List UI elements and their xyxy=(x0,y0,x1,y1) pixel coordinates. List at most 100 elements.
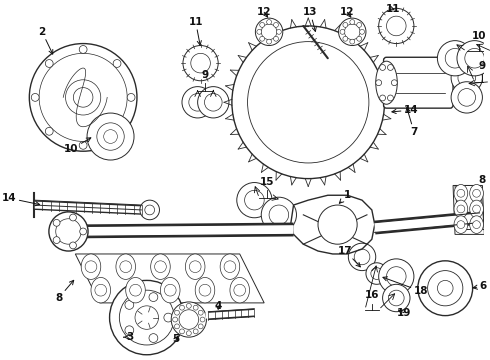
Circle shape xyxy=(473,221,481,229)
Circle shape xyxy=(360,30,365,34)
Circle shape xyxy=(237,183,272,218)
Text: 10: 10 xyxy=(64,138,91,154)
Circle shape xyxy=(357,36,362,41)
Text: 9: 9 xyxy=(479,61,486,71)
Circle shape xyxy=(56,219,81,244)
Circle shape xyxy=(189,94,206,111)
Circle shape xyxy=(45,127,53,135)
Circle shape xyxy=(179,329,184,334)
Text: 19: 19 xyxy=(397,308,411,318)
Circle shape xyxy=(457,221,465,229)
Circle shape xyxy=(260,36,265,41)
Circle shape xyxy=(113,127,121,135)
Text: 14: 14 xyxy=(392,105,418,115)
Ellipse shape xyxy=(81,254,101,279)
Circle shape xyxy=(70,214,76,221)
Ellipse shape xyxy=(126,278,145,303)
Circle shape xyxy=(189,261,201,273)
Circle shape xyxy=(200,317,205,322)
Circle shape xyxy=(366,263,388,284)
Circle shape xyxy=(276,30,281,34)
Circle shape xyxy=(273,36,278,41)
Circle shape xyxy=(273,22,278,27)
Text: 14: 14 xyxy=(2,193,40,206)
Circle shape xyxy=(145,205,154,215)
Circle shape xyxy=(29,44,137,151)
Circle shape xyxy=(182,87,213,118)
Ellipse shape xyxy=(195,278,215,303)
Circle shape xyxy=(350,39,355,44)
Circle shape xyxy=(179,310,198,329)
Circle shape xyxy=(149,334,158,342)
Circle shape xyxy=(39,53,127,141)
Circle shape xyxy=(113,59,121,67)
Circle shape xyxy=(171,302,206,337)
Text: 7: 7 xyxy=(406,108,417,137)
Circle shape xyxy=(104,130,118,143)
Circle shape xyxy=(380,64,386,71)
Circle shape xyxy=(343,36,348,41)
Circle shape xyxy=(80,228,87,235)
Circle shape xyxy=(269,205,289,225)
Circle shape xyxy=(340,30,345,34)
Text: 8: 8 xyxy=(479,175,486,185)
Circle shape xyxy=(172,317,177,322)
Circle shape xyxy=(125,301,134,309)
Circle shape xyxy=(267,19,271,24)
Circle shape xyxy=(376,80,382,86)
Circle shape xyxy=(392,80,397,86)
Circle shape xyxy=(261,24,277,40)
Text: 16: 16 xyxy=(365,290,379,300)
Circle shape xyxy=(257,30,262,34)
Text: 13: 13 xyxy=(303,7,318,31)
Text: 2: 2 xyxy=(38,27,53,54)
Circle shape xyxy=(260,22,265,27)
Circle shape xyxy=(457,205,465,213)
Circle shape xyxy=(79,45,87,53)
Circle shape xyxy=(87,113,134,160)
Circle shape xyxy=(198,324,203,329)
Circle shape xyxy=(191,53,210,73)
Circle shape xyxy=(110,280,184,355)
Text: 9: 9 xyxy=(202,70,209,80)
Circle shape xyxy=(199,284,211,296)
Text: 12: 12 xyxy=(257,7,271,17)
Circle shape xyxy=(343,22,348,27)
Circle shape xyxy=(232,26,385,179)
Circle shape xyxy=(174,324,179,329)
Circle shape xyxy=(348,243,376,271)
Circle shape xyxy=(193,329,198,334)
Circle shape xyxy=(388,95,393,101)
Ellipse shape xyxy=(160,278,180,303)
Circle shape xyxy=(418,261,473,316)
Circle shape xyxy=(267,39,271,44)
Circle shape xyxy=(379,259,414,294)
Circle shape xyxy=(186,303,191,308)
Circle shape xyxy=(389,290,404,306)
Circle shape xyxy=(49,212,88,251)
Text: 10: 10 xyxy=(472,31,487,41)
Ellipse shape xyxy=(454,216,468,233)
Circle shape xyxy=(445,49,465,68)
Circle shape xyxy=(174,310,179,315)
FancyBboxPatch shape xyxy=(384,57,453,108)
Circle shape xyxy=(357,22,362,27)
Circle shape xyxy=(371,268,383,279)
Circle shape xyxy=(198,310,203,315)
Text: 6: 6 xyxy=(473,281,487,291)
Circle shape xyxy=(234,284,245,296)
Circle shape xyxy=(149,293,158,302)
Circle shape xyxy=(350,19,355,24)
Circle shape xyxy=(465,49,485,68)
Circle shape xyxy=(85,261,97,273)
Circle shape xyxy=(140,200,159,220)
Circle shape xyxy=(74,87,93,107)
Text: 3: 3 xyxy=(123,332,134,342)
Circle shape xyxy=(193,305,198,310)
Circle shape xyxy=(31,94,39,101)
Circle shape xyxy=(318,205,357,244)
Circle shape xyxy=(458,69,476,87)
Circle shape xyxy=(261,197,296,233)
Circle shape xyxy=(224,261,236,273)
Circle shape xyxy=(45,59,53,67)
